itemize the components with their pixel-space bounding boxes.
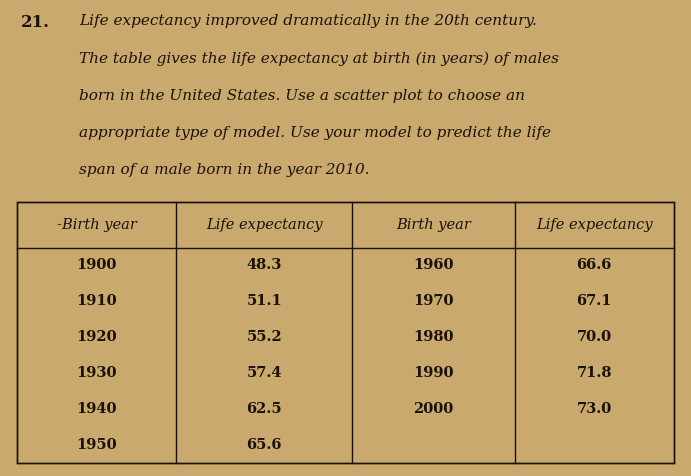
Text: The table gives the life expectancy at birth (in years) of males: The table gives the life expectancy at b… [79,51,560,66]
Text: 73.0: 73.0 [576,402,612,416]
Text: appropriate type of model. Use your model to predict the life: appropriate type of model. Use your mode… [79,126,551,139]
Text: 48.3: 48.3 [247,258,282,272]
Text: 1950: 1950 [77,438,117,452]
Text: Birth year: Birth year [396,218,471,232]
Text: Life expectancy: Life expectancy [206,218,323,232]
Text: Life expectancy: Life expectancy [536,218,652,232]
Text: span of a male born in the year 2010.: span of a male born in the year 2010. [79,163,370,177]
Text: 2000: 2000 [413,402,454,416]
Text: born in the United States. Use a scatter plot to choose an: born in the United States. Use a scatter… [79,89,525,102]
Text: -Birth year: -Birth year [57,218,137,232]
FancyBboxPatch shape [17,202,674,463]
Text: 1980: 1980 [413,330,454,344]
Text: 1910: 1910 [77,294,117,308]
Text: 51.1: 51.1 [247,294,282,308]
Text: 1930: 1930 [77,366,117,380]
Text: 1970: 1970 [413,294,454,308]
Text: 55.2: 55.2 [247,330,282,344]
Text: 65.6: 65.6 [247,438,282,452]
Text: 21.: 21. [21,14,50,31]
Text: 1990: 1990 [413,366,454,380]
Text: 71.8: 71.8 [576,366,612,380]
Text: 62.5: 62.5 [247,402,282,416]
Text: 70.0: 70.0 [577,330,612,344]
Text: 57.4: 57.4 [247,366,282,380]
Text: 1940: 1940 [77,402,117,416]
Text: 67.1: 67.1 [576,294,612,308]
Text: 1900: 1900 [77,258,117,272]
Text: 66.6: 66.6 [576,258,612,272]
Text: Life expectancy improved dramatically in the 20th century.: Life expectancy improved dramatically in… [79,14,538,28]
Text: 1920: 1920 [77,330,117,344]
Text: 1960: 1960 [413,258,454,272]
